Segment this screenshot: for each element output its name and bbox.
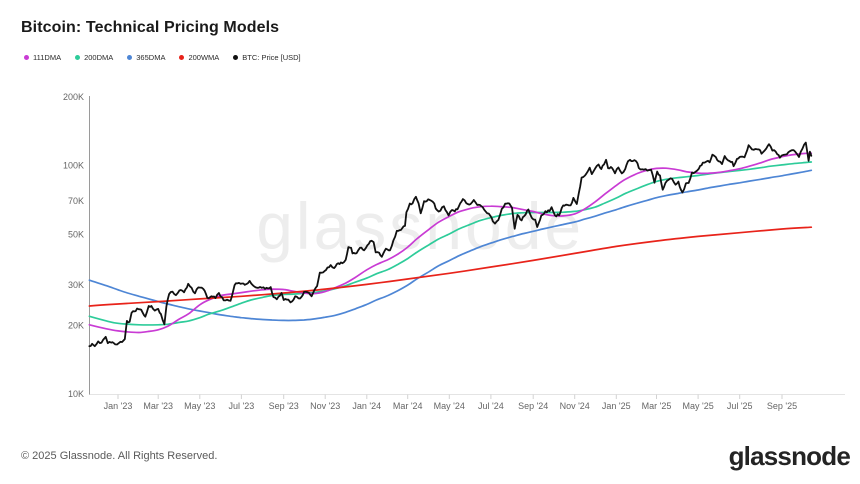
x-tick-label: Sep '24 xyxy=(518,401,548,411)
y-tick-label: 200K xyxy=(63,92,84,102)
x-tick-label: Mar '23 xyxy=(143,401,173,411)
x-tick-label: May '23 xyxy=(184,401,215,411)
legend-label: BTC: Price [USD] xyxy=(242,53,301,62)
x-tick-label: Jan '25 xyxy=(602,401,631,411)
y-tick-label: 20K xyxy=(68,320,84,330)
x-tick-label: May '24 xyxy=(434,401,465,411)
y-tick-label: 30K xyxy=(68,280,84,290)
legend-label: 200WMA xyxy=(188,53,220,62)
x-tick-label: Sep '25 xyxy=(767,401,797,411)
series-111dma-line xyxy=(88,152,813,334)
legend-label: 111DMA xyxy=(33,53,62,62)
legend-item-111dma[interactable]: 111DMA xyxy=(24,53,61,62)
x-tick-label: Jul '24 xyxy=(478,401,504,411)
series-200dma-line xyxy=(88,161,813,326)
x-tick-label: Mar '25 xyxy=(642,401,672,411)
x-tick-label: Mar '24 xyxy=(393,401,423,411)
y-tick-label: 10K xyxy=(68,389,84,399)
copyright-text: © 2025 Glassnode. All Rights Reserved. xyxy=(21,450,218,462)
x-tick-label: Jul '23 xyxy=(229,401,255,411)
legend-label: 365DMA xyxy=(136,53,166,62)
chart-legend: 111DMA 200DMA 365DMA 200WMA BTC: Price [USD] xyxy=(24,53,301,62)
x-tick-label: Sep '23 xyxy=(269,401,299,411)
series-365dma-line xyxy=(88,169,813,322)
x-tick-label: May '25 xyxy=(682,401,713,411)
y-tick-label: 50K xyxy=(68,229,84,239)
x-tick-label: Jul '25 xyxy=(727,401,753,411)
x-tick-label: Nov '23 xyxy=(310,401,340,411)
pricing-models-chart[interactable]: Jan '23 Mar '23 May '23 Jul '23 Sep '23 Nov '… xyxy=(0,0,860,430)
glassnode-logo: glassnode xyxy=(728,441,851,471)
legend-label: 200DMA xyxy=(84,53,114,62)
111dma-swatch-icon xyxy=(24,55,29,60)
series-btc-price-usd-line xyxy=(88,141,813,348)
legend-item-200wma[interactable]: 200WMA xyxy=(179,53,219,62)
x-tick-label: Jan '23 xyxy=(104,401,133,411)
365dma-swatch-icon xyxy=(127,55,133,60)
legend-item-200dma[interactable]: 200DMA xyxy=(75,53,113,62)
series-200wma-line xyxy=(88,226,813,307)
y-tick-label: 70K xyxy=(68,196,84,206)
x-tick-label: Nov '24 xyxy=(560,401,590,411)
legend-item-365dma[interactable]: 365DMA xyxy=(127,53,165,62)
page-title: Bitcoin: Technical Pricing Models xyxy=(21,19,280,36)
btc-price-usd-swatch-icon xyxy=(233,55,239,60)
200wma-swatch-icon xyxy=(179,55,185,60)
legend-item-btc-price-usd[interactable]: BTC: Price [USD] xyxy=(233,53,301,62)
200dma-swatch-icon xyxy=(75,55,81,60)
x-tick-label: Jan '24 xyxy=(352,401,381,411)
y-tick-label: 100K xyxy=(63,161,84,171)
